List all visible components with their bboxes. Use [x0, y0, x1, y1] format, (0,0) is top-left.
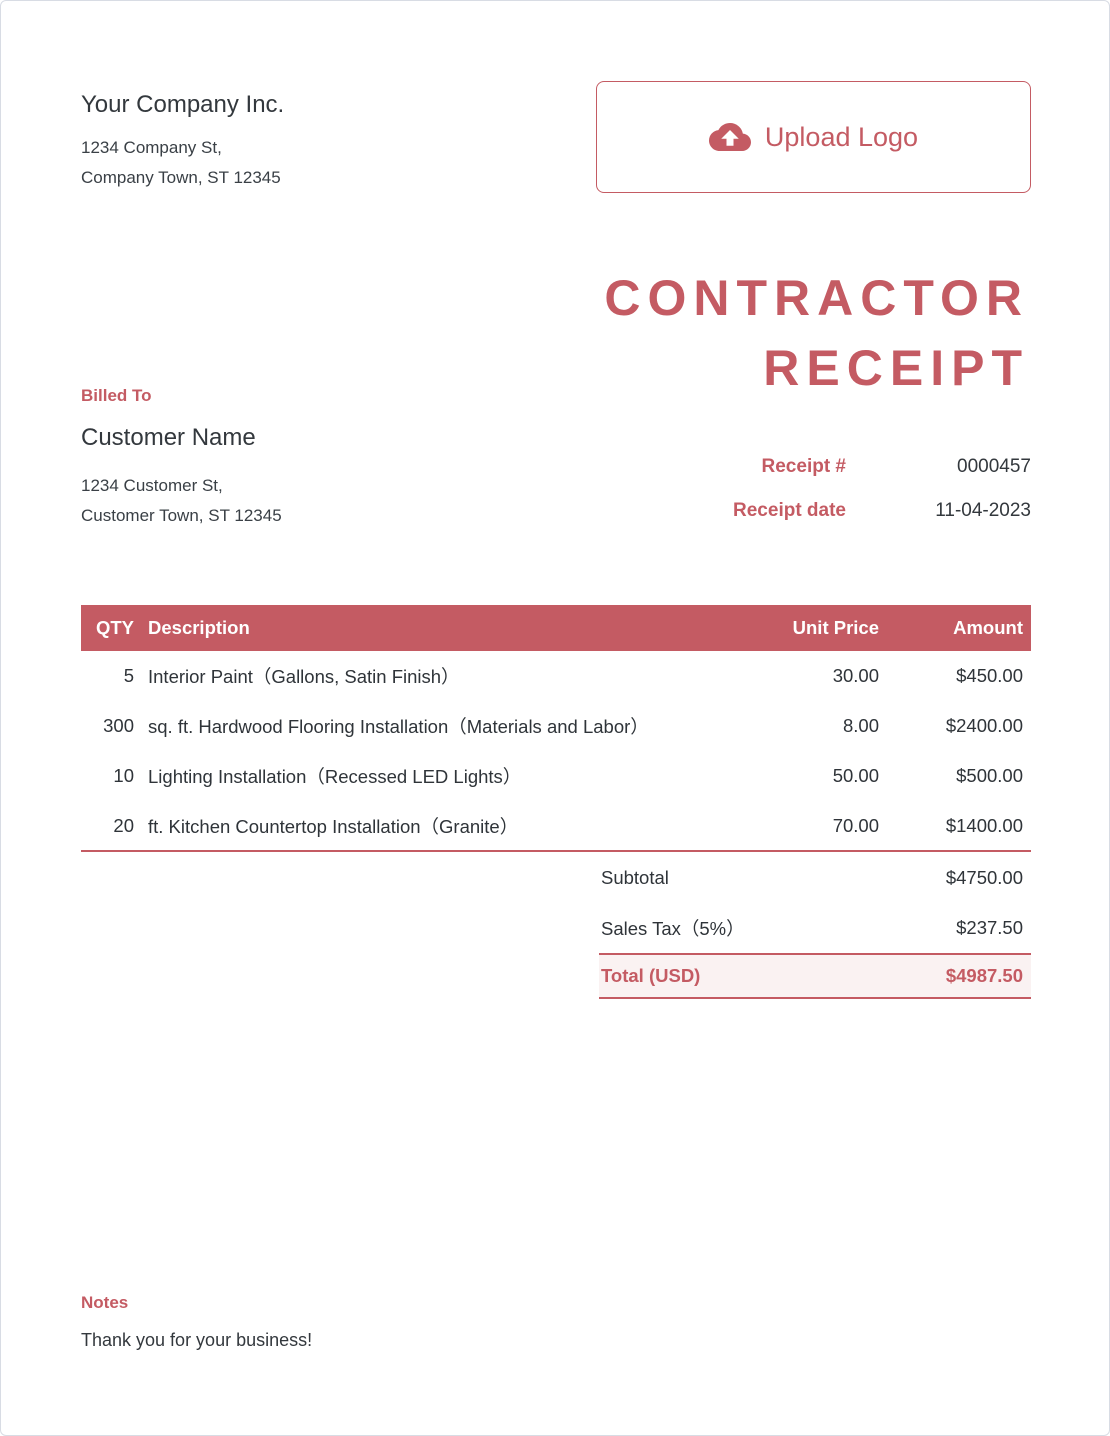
- billed-to-section: Billed To Customer Name 1234 Customer St…: [81, 386, 282, 531]
- row-qty: 300: [103, 715, 134, 736]
- cloud-upload-icon: [708, 121, 751, 153]
- sales-tax-label: Sales Tax（5%）: [601, 918, 745, 939]
- document-title-line2: RECEIPT: [763, 340, 1029, 396]
- sales-tax-value: $237.50: [956, 917, 1023, 938]
- subtotal-value: $4750.00: [945, 867, 1023, 888]
- company-name: Your Company Inc.: [81, 91, 285, 118]
- unit-price-column-header: Unit Price: [749, 605, 879, 651]
- totals-section: Subtotal $4750.00 Sales Tax（5%） $237.50 …: [599, 853, 1031, 999]
- upload-logo-label: Upload Logo: [764, 121, 919, 152]
- table-row: 20 ft. Kitchen Countertop Installation（G…: [81, 801, 1031, 852]
- receipt-date-row: Receipt date 11-04-2023: [601, 489, 1031, 533]
- table-row: 5 Interior Paint（Gallons, Satin Finish） …: [81, 651, 1031, 701]
- receipt-date-value: 11-04-2023: [935, 500, 1031, 521]
- receipt-number-label: Receipt #: [761, 456, 846, 477]
- row-unit-price: 50.00: [832, 765, 879, 786]
- document-title-line1: CONTRACTOR: [604, 270, 1029, 326]
- company-address-line1: 1234 Company St,: [81, 138, 222, 157]
- total-label: Total (USD): [601, 965, 701, 986]
- row-amount: $1400.00: [879, 801, 1031, 852]
- row-description: ft. Kitchen Countertop Installation（Gran…: [134, 801, 749, 852]
- total-row: Total (USD) $4987.50: [599, 953, 1031, 999]
- table-row: 10 Lighting Installation（Recessed LED Li…: [81, 751, 1031, 801]
- table-header-row: QTY Description Unit Price Amount: [81, 605, 1031, 651]
- customer-address-line2: Customer Town, ST 12345: [81, 506, 282, 525]
- sales-tax-row: Sales Tax（5%） $237.50: [599, 903, 1031, 953]
- subtotal-row: Subtotal $4750.00: [599, 853, 1031, 903]
- amount-column-header: Amount: [879, 605, 1031, 651]
- receipt-number-value: 0000457: [957, 456, 1031, 477]
- company-info: Your Company Inc. 1234 Company St, Compa…: [81, 91, 284, 193]
- total-value: $4987.50: [945, 965, 1023, 986]
- receipt-date-label: Receipt date: [733, 500, 846, 521]
- subtotal-label: Subtotal: [601, 867, 669, 888]
- receipt-number-row: Receipt # 0000457: [601, 445, 1031, 489]
- customer-address-line1: 1234 Customer St,: [81, 476, 223, 495]
- line-items-table: QTY Description Unit Price Amount 5 Inte…: [81, 605, 1031, 852]
- qty-column-header: QTY: [81, 605, 134, 651]
- row-description: Lighting Installation（Recessed LED Light…: [148, 766, 522, 787]
- billed-to-label: Billed To: [81, 386, 152, 405]
- row-amount: $450.00: [956, 665, 1023, 686]
- row-description: Interior Paint（Gallons, Satin Finish）: [148, 666, 460, 687]
- row-qty: 20: [81, 801, 134, 852]
- table-row: 300 sq. ft. Hardwood Flooring Installati…: [81, 701, 1031, 751]
- description-column-header: Description: [134, 605, 749, 651]
- row-unit-price: 8.00: [842, 715, 879, 736]
- row-unit-price: 30.00: [832, 665, 879, 686]
- customer-name: Customer Name: [81, 424, 256, 451]
- notes-label: Notes: [81, 1293, 129, 1312]
- notes-section: Notes Thank you for your business!: [81, 1293, 312, 1351]
- row-qty: 10: [113, 765, 134, 786]
- row-qty: 5: [123, 665, 134, 686]
- row-amount: $2400.00: [945, 715, 1023, 736]
- company-address-line2: Company Town, ST 12345: [81, 168, 281, 187]
- row-unit-price: 70.00: [749, 801, 879, 852]
- row-description: sq. ft. Hardwood Flooring Installation（M…: [148, 716, 649, 737]
- document-title: CONTRACTOR RECEIPT: [604, 263, 1029, 403]
- receipt-meta: Receipt # 0000457 Receipt date 11-04-202…: [601, 445, 1031, 533]
- row-amount: $500.00: [956, 765, 1023, 786]
- upload-logo-button[interactable]: Upload Logo: [596, 81, 1031, 193]
- notes-text: Thank you for your business!: [81, 1330, 313, 1350]
